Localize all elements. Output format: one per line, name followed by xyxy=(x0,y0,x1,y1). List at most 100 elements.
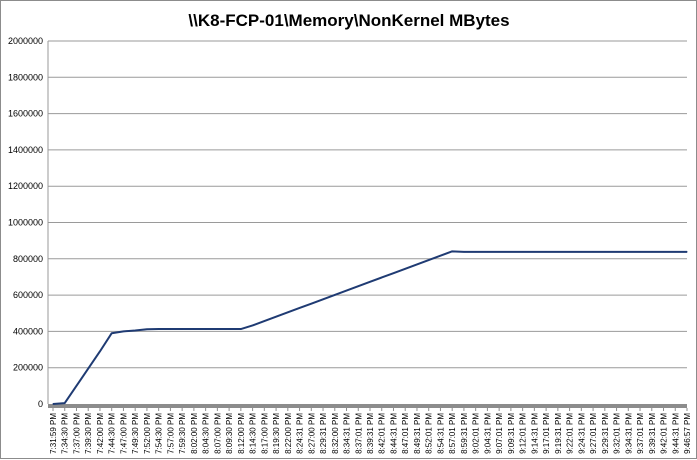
data-point xyxy=(627,251,629,253)
data-point xyxy=(322,298,324,300)
data-point xyxy=(686,251,688,253)
data-point xyxy=(674,251,676,253)
x-tick-label: 8:02:00 PM xyxy=(190,413,199,454)
data-point xyxy=(357,285,359,287)
data-point xyxy=(592,251,594,253)
x-tick-label: 7:57:00 PM xyxy=(166,413,175,454)
y-tick-label: 200000 xyxy=(13,363,43,373)
x-tick-label: 8:42:01 PM xyxy=(378,413,387,454)
x-tick-label: 9:39:31 PM xyxy=(648,413,657,454)
data-point xyxy=(122,330,125,332)
x-tick-label: 9:17:01 PM xyxy=(542,413,551,454)
data-point xyxy=(75,385,78,387)
x-tick-label: 9:09:31 PM xyxy=(507,413,516,454)
x-tick-label: 7:49:30 PM xyxy=(131,413,140,454)
data-point xyxy=(404,268,406,270)
x-tick-label: 8:24:31 PM xyxy=(296,413,305,454)
x-tick-label: 7:47:00 PM xyxy=(119,413,128,454)
data-point xyxy=(475,251,477,253)
data-point xyxy=(287,311,289,313)
data-point xyxy=(111,332,113,334)
x-tick-label: 9:29:31 PM xyxy=(601,413,610,454)
data-point xyxy=(498,251,500,253)
x-tick-label: 8:44:31 PM xyxy=(389,413,398,454)
x-tick-label: 9:27:01 PM xyxy=(589,413,598,454)
data-point xyxy=(486,251,489,253)
x-tick-label: 9:04:31 PM xyxy=(483,413,492,454)
x-tick-label: 9:34:31 PM xyxy=(624,413,633,454)
x-tick-label: 7:54:30 PM xyxy=(155,413,164,454)
data-point xyxy=(510,251,512,253)
data-point xyxy=(651,251,653,253)
x-tick-label: 9:44:31 PM xyxy=(671,413,680,454)
x-tick-label: 8:47:01 PM xyxy=(401,413,410,454)
y-axis-tick-labels: 0 200000 400000 600000 800000 1000000 1200000 1… xyxy=(8,36,43,409)
x-tick-label: 7:34:30 PM xyxy=(61,413,70,454)
x-axis-tick-labels: 7:31:59 PM 7:34:30 PM 7:37:00 PM 7:39:30 PM… xyxy=(49,408,692,454)
x-tick-label: 7:39:30 PM xyxy=(84,413,93,454)
data-point xyxy=(615,251,618,253)
x-tick-label: 8:09:30 PM xyxy=(225,413,234,454)
x-axis xyxy=(47,41,687,408)
data-point xyxy=(228,328,230,330)
x-tick-label: 9:02:01 PM xyxy=(472,413,481,454)
data-point xyxy=(275,316,277,318)
x-tick-label: 8:32:00 PM xyxy=(331,413,340,454)
y-tick-label: 400000 xyxy=(13,326,43,336)
series-layer xyxy=(52,250,688,405)
x-tick-label: 8:57:01 PM xyxy=(448,413,457,454)
x-tick-label: 8:04:30 PM xyxy=(202,413,211,454)
x-tick-label: 8:17:00 PM xyxy=(260,413,269,454)
data-point xyxy=(533,251,535,253)
x-tick-label: 8:34:31 PM xyxy=(343,413,352,454)
x-tick-label: 9:19:31 PM xyxy=(554,413,563,454)
x-axis-line xyxy=(48,404,687,408)
x-tick-label: 7:52:00 PM xyxy=(143,413,152,454)
data-point xyxy=(639,251,641,253)
x-tick-label: 9:42:01 PM xyxy=(660,413,669,454)
x-tick-label: 8:59:31 PM xyxy=(460,413,469,454)
chart-title: \\K8-FCP-01\Memory\NonKernel MBytes xyxy=(188,11,509,30)
data-point xyxy=(369,281,371,283)
x-tick-label: 8:07:00 PM xyxy=(213,413,222,454)
x-tick-label: 8:27:00 PM xyxy=(307,413,316,454)
data-point xyxy=(99,350,101,352)
x-tick-label: 7:42:00 PM xyxy=(96,413,105,454)
x-tick-label: 8:37:01 PM xyxy=(354,413,363,454)
data-point xyxy=(310,303,312,305)
x-tick-label: 9:37:01 PM xyxy=(636,413,645,454)
x-tick-label: 8:14:30 PM xyxy=(249,413,258,454)
data-point xyxy=(439,255,442,257)
series-line xyxy=(52,250,687,405)
data-point xyxy=(193,328,195,330)
data-point xyxy=(134,329,136,332)
x-tick-label: 7:31:59 PM xyxy=(49,413,58,454)
data-point xyxy=(545,251,547,253)
x-tick-label: 8:49:31 PM xyxy=(413,413,422,454)
y-tick-label: 0 xyxy=(38,399,43,409)
y-tick-label: 1200000 xyxy=(8,181,43,191)
x-tick-label: 9:14:31 PM xyxy=(530,413,539,454)
x-tick-label: 9:46:57 PM xyxy=(683,413,692,454)
data-point xyxy=(87,368,89,370)
data-point xyxy=(392,272,395,274)
y-tick-label: 1000000 xyxy=(8,218,43,228)
x-tick-label: 9:32:01 PM xyxy=(613,413,622,454)
data-point xyxy=(604,251,606,253)
data-point xyxy=(64,402,66,404)
data-point xyxy=(216,328,218,330)
data-point xyxy=(181,328,183,330)
data-point xyxy=(334,294,336,296)
x-tick-label: 9:22:01 PM xyxy=(566,413,575,454)
y-tick-label: 800000 xyxy=(13,254,43,264)
data-point xyxy=(169,328,172,330)
data-point xyxy=(52,403,54,405)
x-tick-label: 8:22:00 PM xyxy=(284,413,293,454)
y-tick-label: 1400000 xyxy=(8,145,43,155)
data-point xyxy=(428,259,430,261)
data-point xyxy=(146,328,148,330)
data-point xyxy=(568,251,571,253)
data-point xyxy=(298,307,301,309)
